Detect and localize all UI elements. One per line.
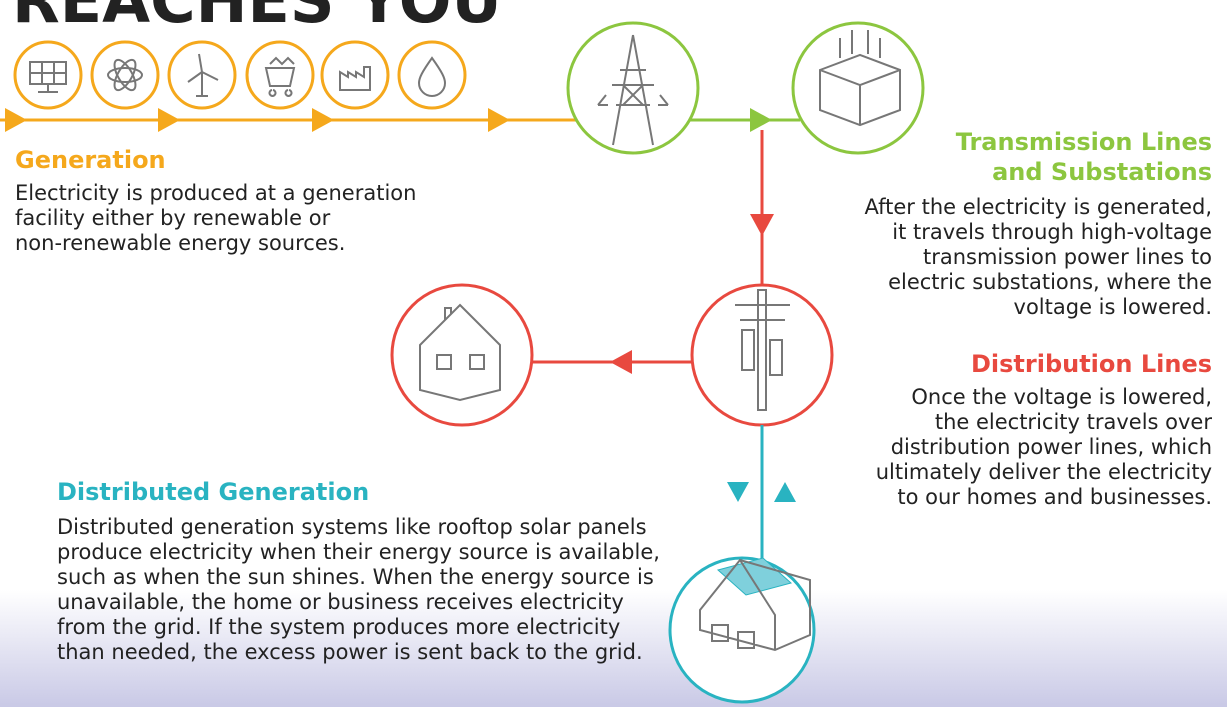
- body-line: transmission power lines to: [923, 245, 1212, 269]
- body-line: such as when the sun shines. When the en…: [57, 565, 654, 589]
- distribution-flow: [390, 130, 834, 427]
- body-line: the electricity travels over: [935, 410, 1213, 434]
- body-line: unavailable, the home or business receiv…: [57, 590, 624, 614]
- body-line: After the electricity is generated,: [865, 195, 1212, 219]
- body-line: Distributed generation systems like roof…: [57, 515, 647, 539]
- generation-flow: [0, 40, 575, 132]
- body-line: produce electricity when their energy so…: [57, 540, 660, 564]
- body-line: voltage is lowered.: [1014, 295, 1212, 319]
- body-line: to our homes and businesses.: [897, 485, 1212, 509]
- body-line: it travels through high-voltage: [892, 220, 1212, 244]
- body-line: non-renewable energy sources.: [15, 231, 345, 255]
- heading: Generation: [15, 146, 166, 174]
- bottom-band: [0, 590, 1227, 707]
- body-line: Electricity is produced at a generation: [15, 181, 416, 205]
- body-line: than needed, the excess power is sent ba…: [57, 640, 643, 664]
- body-line: from the grid. If the system produces mo…: [57, 615, 620, 639]
- body-line: distribution power lines, which: [891, 435, 1212, 459]
- heading: Distribution Lines: [971, 350, 1212, 378]
- body-line: Once the voltage is lowered,: [911, 385, 1212, 409]
- transmission-flow: [566, 21, 925, 155]
- heading: and Substations: [992, 158, 1212, 186]
- body-line: ultimately deliver the electricity: [876, 460, 1212, 484]
- distributed-flow: [668, 425, 816, 704]
- body-line: electric substations, where the: [888, 270, 1212, 294]
- title: REACHES YOU: [12, 0, 502, 37]
- heading: Transmission Lines: [956, 128, 1212, 156]
- body-line: facility either by renewable or: [15, 206, 331, 230]
- heading: Distributed Generation: [57, 478, 369, 506]
